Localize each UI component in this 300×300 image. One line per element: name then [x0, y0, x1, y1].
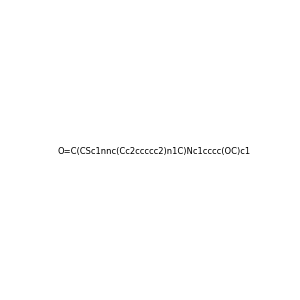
Text: O=C(CSc1nnc(Cc2ccccc2)n1C)Nc1cccc(OC)c1: O=C(CSc1nnc(Cc2ccccc2)n1C)Nc1cccc(OC)c1 — [57, 147, 250, 156]
